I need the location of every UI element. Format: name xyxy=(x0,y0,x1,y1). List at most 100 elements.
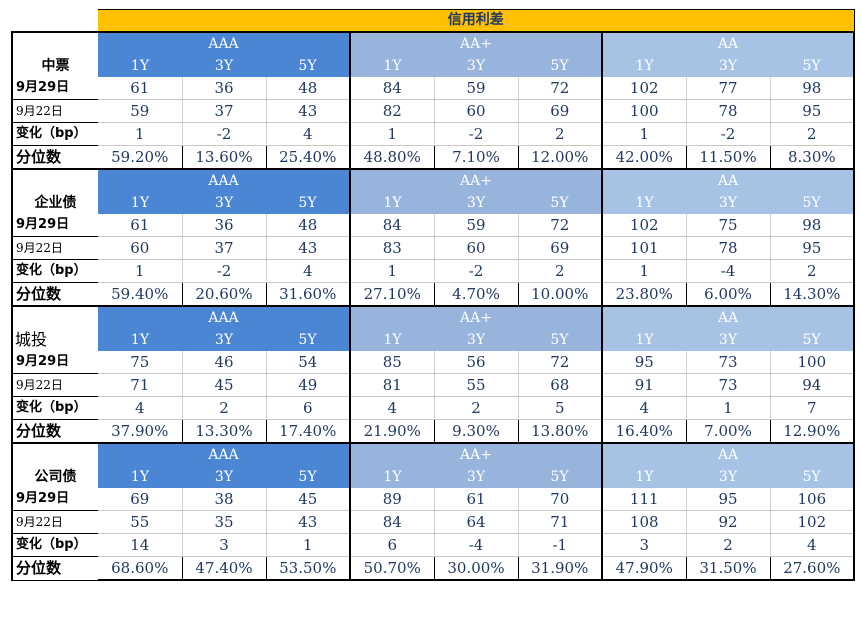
value-cell: 43 xyxy=(266,99,351,123)
value-cell: 98 xyxy=(770,77,856,100)
value-cell: 2 xyxy=(770,122,856,146)
value-cell: 95 xyxy=(770,236,856,260)
value-cell: 4 xyxy=(770,533,856,557)
value-cell: 4.70% xyxy=(434,282,519,307)
row-label-previous: 9月22日 xyxy=(11,99,98,123)
rating-header: AAA xyxy=(98,31,351,55)
row-label-current: 9月29日 xyxy=(11,488,98,511)
value-cell: 75 xyxy=(98,351,183,374)
value-cell: 36 xyxy=(182,214,267,237)
rating-header: AA xyxy=(602,442,856,466)
value-cell: 6.00% xyxy=(686,282,771,307)
value-cell: 64 xyxy=(434,510,519,534)
value-cell: 70 xyxy=(518,488,603,511)
value-cell: -1 xyxy=(518,533,603,557)
value-cell: 45 xyxy=(182,373,267,397)
value-cell: 6 xyxy=(266,396,351,420)
value-cell: 1 xyxy=(98,122,183,146)
value-cell: 7 xyxy=(770,396,856,420)
row-label-current: 9月29日 xyxy=(11,77,98,100)
value-cell: 102 xyxy=(602,77,687,100)
credit-spread-sheet: 信用利差 AAA AA+ AA 中票 1Y 3Y 5Y 1Y 3Y 5Y 1Y 3Y 5Y 9月29日 61… xyxy=(11,9,856,581)
section-label-top xyxy=(11,442,98,466)
value-cell: 55 xyxy=(98,510,183,534)
tenor-header: 3Y xyxy=(686,192,770,214)
value-cell: 69 xyxy=(518,236,603,260)
value-cell: 69 xyxy=(98,488,183,511)
value-cell: 4 xyxy=(350,396,435,420)
value-cell: 84 xyxy=(350,510,435,534)
value-cell: 60 xyxy=(98,236,183,260)
tenor-header: 5Y xyxy=(518,192,603,214)
value-cell: 42.00% xyxy=(602,145,687,170)
value-cell: 95 xyxy=(770,99,856,123)
row-label-change: 变化（bp） xyxy=(11,396,98,420)
value-cell: 59 xyxy=(98,99,183,123)
value-cell: 69 xyxy=(518,99,603,123)
value-cell: 1 xyxy=(350,122,435,146)
tenor-header: 1Y xyxy=(98,192,182,214)
section-label-top xyxy=(11,168,98,192)
value-cell: 60 xyxy=(434,236,519,260)
value-cell: 27.60% xyxy=(770,556,856,581)
value-cell: 108 xyxy=(602,510,687,534)
value-cell: 13.30% xyxy=(182,419,267,444)
value-cell: 71 xyxy=(98,373,183,397)
value-cell: 2 xyxy=(518,259,603,283)
tenor-header: 3Y xyxy=(182,192,266,214)
section-name: 城投 xyxy=(11,329,98,351)
value-cell: 95 xyxy=(602,351,687,374)
tenor-header: 3Y xyxy=(686,329,770,351)
data-row-percentile: 分位数 59.20% 13.60% 25.40% 48.80% 7.10% 12.00% 42… xyxy=(11,145,856,170)
value-cell: 55 xyxy=(434,373,519,397)
value-cell: 72 xyxy=(518,214,603,237)
value-cell: 12.90% xyxy=(770,419,856,444)
row-label-percentile: 分位数 xyxy=(11,556,98,581)
row-label-percentile: 分位数 xyxy=(11,282,98,307)
value-cell: 1 xyxy=(266,533,351,557)
row-label-percentile: 分位数 xyxy=(11,419,98,444)
value-cell: 84 xyxy=(350,214,435,237)
value-cell: 25.40% xyxy=(266,145,351,170)
value-cell: -2 xyxy=(434,259,519,283)
value-cell: 14.30% xyxy=(770,282,856,307)
value-cell: 3 xyxy=(602,533,687,557)
value-cell: 75 xyxy=(686,214,771,237)
tenor-header: 5Y xyxy=(266,55,351,77)
value-cell: 4 xyxy=(98,396,183,420)
value-cell: 23.80% xyxy=(602,282,687,307)
value-cell: 61 xyxy=(434,488,519,511)
value-cell: 9.30% xyxy=(434,419,519,444)
data-row-percentile: 分位数 68.60% 47.40% 53.50% 50.70% 30.00% 31.90% 4… xyxy=(11,556,856,581)
tenor-header: 5Y xyxy=(266,466,351,488)
value-cell: 81 xyxy=(350,373,435,397)
value-cell: 47.90% xyxy=(602,556,687,581)
tenor-header: 1Y xyxy=(602,192,686,214)
section-rating-row: AAA AA+ AA xyxy=(11,305,856,329)
data-row-change: 变化（bp） 1 -2 4 1 -2 2 1 -4 2 xyxy=(11,259,856,283)
value-cell: 82 xyxy=(350,99,435,123)
section-tenor-row: 企业债 1Y 3Y 5Y 1Y 3Y 5Y 1Y 3Y 5Y xyxy=(11,192,856,214)
section-name: 企业债 xyxy=(11,192,98,214)
value-cell: 11.50% xyxy=(686,145,771,170)
value-cell: 111 xyxy=(602,488,687,511)
value-cell: 8.30% xyxy=(770,145,856,170)
tenor-header: 5Y xyxy=(266,192,351,214)
value-cell: 49 xyxy=(266,373,351,397)
value-cell: 13.60% xyxy=(182,145,267,170)
value-cell: -2 xyxy=(686,122,771,146)
value-cell: 59.20% xyxy=(98,145,183,170)
value-cell: 48 xyxy=(266,77,351,100)
title-row: 信用利差 xyxy=(12,9,855,32)
credit-spread-table: 信用利差 AAA AA+ AA 中票 1Y 3Y 5Y 1Y 3Y 5Y 1Y 3Y 5Y 9月29日 61… xyxy=(11,9,856,581)
value-cell: 4 xyxy=(602,396,687,420)
row-label-change: 变化（bp） xyxy=(11,122,98,146)
value-cell: 13.80% xyxy=(518,419,603,444)
rating-header: AA+ xyxy=(350,31,603,55)
tenor-header: 1Y xyxy=(602,466,686,488)
section-name: 中票 xyxy=(11,55,98,77)
value-cell: 1 xyxy=(98,259,183,283)
tenor-header: 5Y xyxy=(770,192,856,214)
tenor-header: 1Y xyxy=(350,55,434,77)
value-cell: 85 xyxy=(350,351,435,374)
